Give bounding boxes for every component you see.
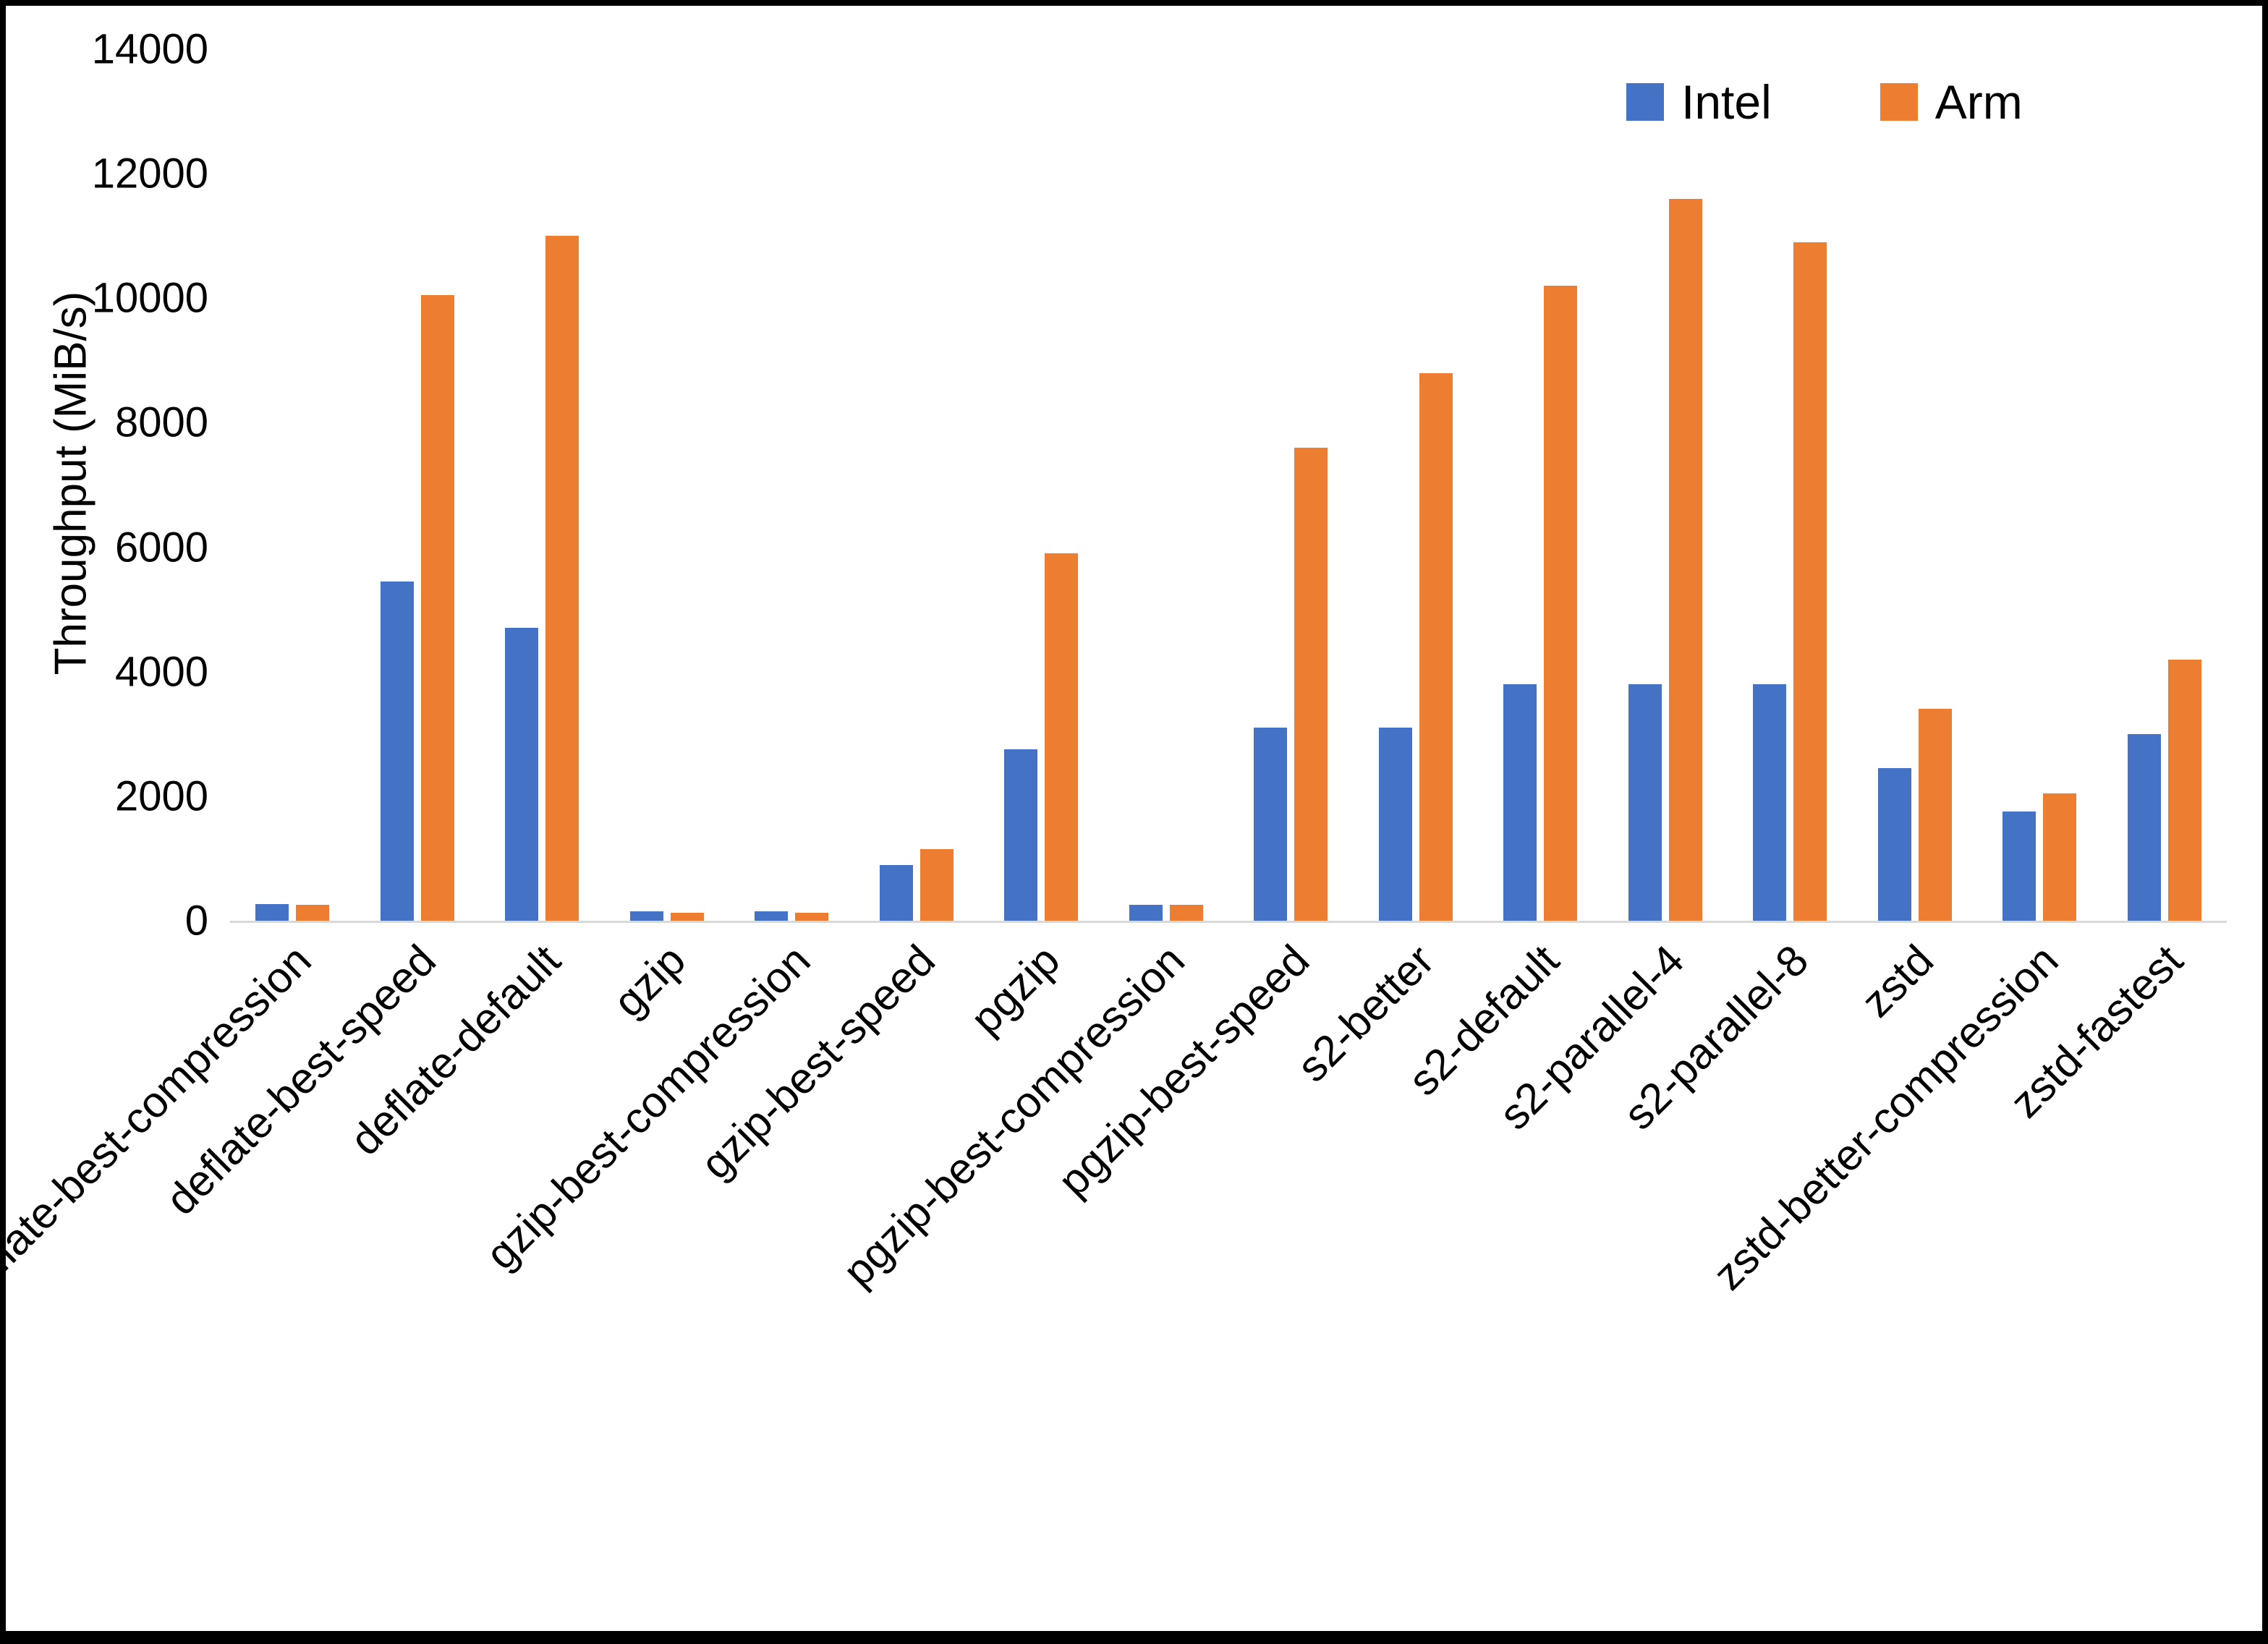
- legend-item-intel: Intel: [1626, 74, 1772, 129]
- bar-arm-gzip-best-compression: [795, 912, 829, 921]
- bar-arm-s2-parallel-8: [1793, 242, 1827, 921]
- bar-arm-pgzip-best-speed: [1294, 447, 1328, 921]
- bar-intel-s2-default: [1503, 683, 1537, 921]
- bar-arm-deflate-default: [545, 236, 579, 921]
- bar-group-s2-parallel-4: [1628, 198, 1702, 921]
- bar-group-deflate-best-speed: [380, 294, 454, 921]
- bar-group-zstd-better-compression: [2002, 793, 2077, 921]
- bar-intel-pgzip: [1004, 749, 1038, 921]
- bar-group-deflate-best-compression: [255, 903, 330, 921]
- bar-group-zstd-fastest: [2127, 659, 2201, 921]
- x-axis-category-label: gzip-best-speed: [691, 935, 944, 1188]
- y-axis-tick-label: 14000: [91, 25, 208, 73]
- x-axis-category-labels: deflate-best-compression deflate-best-spe…: [6, 935, 2227, 1586]
- bar-arm-zstd-better-compression: [2043, 793, 2077, 921]
- legend-swatch-intel: [1626, 83, 1664, 121]
- bar-arm-s2-better: [1419, 372, 1453, 921]
- bar-arm-zstd: [1918, 709, 1952, 921]
- y-axis-tick-label: 10000: [91, 274, 208, 322]
- bar-arm-zstd-fastest: [2167, 659, 2201, 921]
- bar-intel-s2-parallel-4: [1628, 683, 1662, 921]
- y-axis-tick-label: 12000: [91, 150, 208, 197]
- bar-group-gzip: [629, 911, 704, 921]
- bar-intel-pgzip-best-compression: [1129, 904, 1163, 921]
- bar-intel-pgzip-best-speed: [1254, 728, 1288, 921]
- bar-intel-gzip-best-compression: [755, 911, 789, 921]
- bar-arm-gzip: [670, 912, 704, 921]
- bar-group-gzip-best-compression: [755, 911, 829, 921]
- bar-intel-zstd-better-compression: [2002, 812, 2036, 921]
- bar-intel-s2-better: [1378, 728, 1412, 921]
- bar-intel-s2-parallel-8: [1753, 683, 1787, 921]
- bar-arm-s2-parallel-4: [1668, 198, 1702, 921]
- legend-label-intel: Intel: [1681, 75, 1772, 129]
- x-axis-category-label: gzip: [603, 935, 695, 1026]
- bar-intel-zstd: [1877, 768, 1911, 921]
- bar-group-pgzip: [1004, 553, 1079, 921]
- plot-area: [230, 49, 2227, 923]
- legend-swatch-arm: [1880, 83, 1918, 121]
- bar-arm-deflate-best-compression: [296, 904, 330, 921]
- y-axis-tick-label: 8000: [114, 399, 208, 446]
- y-axis-tick-label: 6000: [114, 524, 208, 571]
- bar-arm-pgzip: [1045, 553, 1079, 921]
- bar-group-deflate-default: [505, 236, 579, 921]
- bar-group-s2-parallel-8: [1753, 242, 1827, 921]
- bar-intel-deflate-default: [505, 628, 539, 921]
- x-axis-category-label: zstd: [1851, 935, 1942, 1026]
- bar-group-gzip-best-speed: [879, 849, 954, 921]
- bar-arm-s2-default: [1544, 286, 1578, 921]
- y-axis-tick-label: 2000: [114, 772, 208, 820]
- bar-group-pgzip-best-compression: [1129, 904, 1203, 921]
- bar-arm-deflate-best-speed: [420, 294, 454, 921]
- bar-group-zstd: [1877, 709, 1952, 921]
- y-axis-tick-label: 0: [184, 897, 208, 945]
- bar-group-pgzip-best-speed: [1254, 447, 1328, 921]
- legend-item-arm: Arm: [1880, 74, 2023, 129]
- bar-arm-gzip-best-speed: [919, 849, 954, 921]
- bar-intel-zstd-fastest: [2127, 733, 2161, 921]
- bar-intel-gzip: [629, 911, 663, 921]
- bar-intel-deflate-best-speed: [380, 581, 414, 921]
- bar-arm-pgzip-best-compression: [1169, 904, 1203, 921]
- x-axis-category-label: pgzip: [961, 935, 1069, 1044]
- bar-intel-gzip-best-speed: [879, 864, 913, 921]
- y-axis-tick-label: 4000: [114, 648, 208, 696]
- bar-group-s2-better: [1378, 372, 1453, 921]
- y-axis-tick-labels: 0 2000 4000 6000 8000 10000 12000 14000: [6, 26, 208, 945]
- bar-group-s2-default: [1503, 286, 1578, 921]
- bar-intel-deflate-best-compression: [255, 903, 289, 921]
- legend: Intel Arm: [1626, 74, 2023, 129]
- legend-label-arm: Arm: [1934, 75, 2023, 129]
